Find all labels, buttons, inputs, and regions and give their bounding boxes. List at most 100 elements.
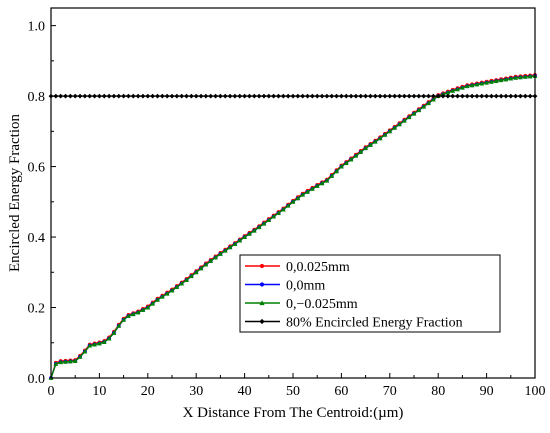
legend-entry: 80% Encircled Energy Fraction [245, 316, 463, 331]
data-point [493, 78, 499, 83]
data-point [227, 93, 233, 99]
data-point [430, 93, 436, 99]
data-point [184, 277, 189, 282]
data-point [280, 93, 286, 99]
data-point [406, 114, 412, 120]
data-point [440, 93, 446, 99]
data-point [259, 282, 265, 287]
data-point [401, 118, 407, 123]
data-point [106, 93, 112, 99]
data-point [421, 93, 427, 99]
data-point [421, 104, 427, 109]
data-point [188, 273, 194, 279]
data-point [411, 111, 417, 116]
data-marks [48, 73, 538, 380]
data-point [290, 93, 296, 99]
data-point [416, 107, 422, 113]
data-point [358, 93, 364, 99]
data-point [518, 74, 523, 80]
data-point [203, 93, 209, 99]
data-point [430, 97, 436, 102]
data-point [484, 93, 489, 99]
y-tick-label: 0.0 [28, 372, 46, 387]
y-tick-label: 0.4 [28, 231, 46, 246]
data-point [259, 318, 265, 325]
data-point [522, 93, 528, 99]
data-point [116, 93, 122, 99]
data-point [285, 93, 291, 99]
x-tick-label: 0 [48, 384, 55, 399]
data-point [329, 93, 335, 99]
data-point [159, 93, 165, 99]
data-point [92, 342, 97, 347]
data-point [271, 93, 277, 99]
data-point [445, 93, 451, 99]
data-point [121, 93, 126, 99]
data-point [406, 93, 412, 99]
data-point [309, 186, 315, 191]
data-point [242, 93, 247, 99]
data-point [72, 358, 78, 364]
data-point [232, 93, 238, 99]
data-point [188, 93, 194, 99]
data-point [324, 93, 330, 99]
data-point [518, 93, 523, 99]
data-point [527, 93, 533, 99]
data-point [251, 228, 257, 233]
data-point [87, 93, 93, 99]
data-point [82, 93, 88, 99]
data-point [198, 266, 204, 271]
legend-box [239, 254, 501, 333]
data-point [237, 93, 243, 99]
x-tick-label: 30 [189, 384, 203, 399]
data-point [513, 75, 519, 80]
x-tick-label: 60 [334, 384, 348, 399]
x-tick-label: 80 [431, 384, 445, 399]
x-axis-title: X Distance From The Centroid:(µm) [183, 405, 404, 421]
data-point [484, 80, 489, 85]
data-point [339, 164, 344, 169]
data-point [256, 93, 262, 99]
data-point [266, 93, 272, 99]
data-point [140, 307, 146, 312]
legend: 0,0.025mm 0,0mm 0,−0.025mm 80% Encircled En… [239, 254, 501, 333]
data-point [377, 135, 383, 141]
x-tick-label: 100 [525, 384, 546, 399]
data-point [397, 121, 402, 127]
data-point [392, 125, 398, 130]
series-line [50, 74, 536, 379]
data-point [111, 330, 117, 335]
x-tick-label: 50 [286, 384, 300, 399]
data-point [498, 93, 504, 99]
data-point [314, 93, 320, 99]
data-point [121, 317, 126, 322]
axes: 0 10 20 30 40 50 60 70 80 90 100 0.0 0.2 0.4 0.6 0.8 1.0 [28, 20, 546, 399]
data-point [63, 359, 68, 364]
data-point [513, 93, 519, 99]
data-point [508, 93, 514, 99]
data-point [489, 79, 494, 84]
data-point [208, 93, 214, 99]
data-point [130, 93, 136, 99]
data-point [97, 93, 102, 99]
legend-label: 0,0mm [286, 279, 325, 294]
legend-label: 0,0.025mm [286, 260, 350, 275]
data-point [179, 93, 185, 99]
data-point [266, 217, 272, 223]
data-point [280, 207, 286, 212]
data-point [305, 189, 310, 194]
data-point [334, 93, 339, 99]
data-point [155, 93, 160, 99]
data-point [82, 349, 88, 354]
data-point [174, 284, 180, 290]
x-tick-label: 10 [92, 384, 106, 399]
data-point [145, 305, 151, 310]
data-point [460, 85, 465, 90]
series-0 [49, 73, 537, 380]
data-point [368, 142, 373, 147]
data-point [222, 248, 228, 253]
data-point [358, 149, 364, 154]
data-point [285, 203, 291, 208]
legend-entry: 0,0.025mm [245, 260, 350, 275]
data-point [92, 93, 97, 99]
